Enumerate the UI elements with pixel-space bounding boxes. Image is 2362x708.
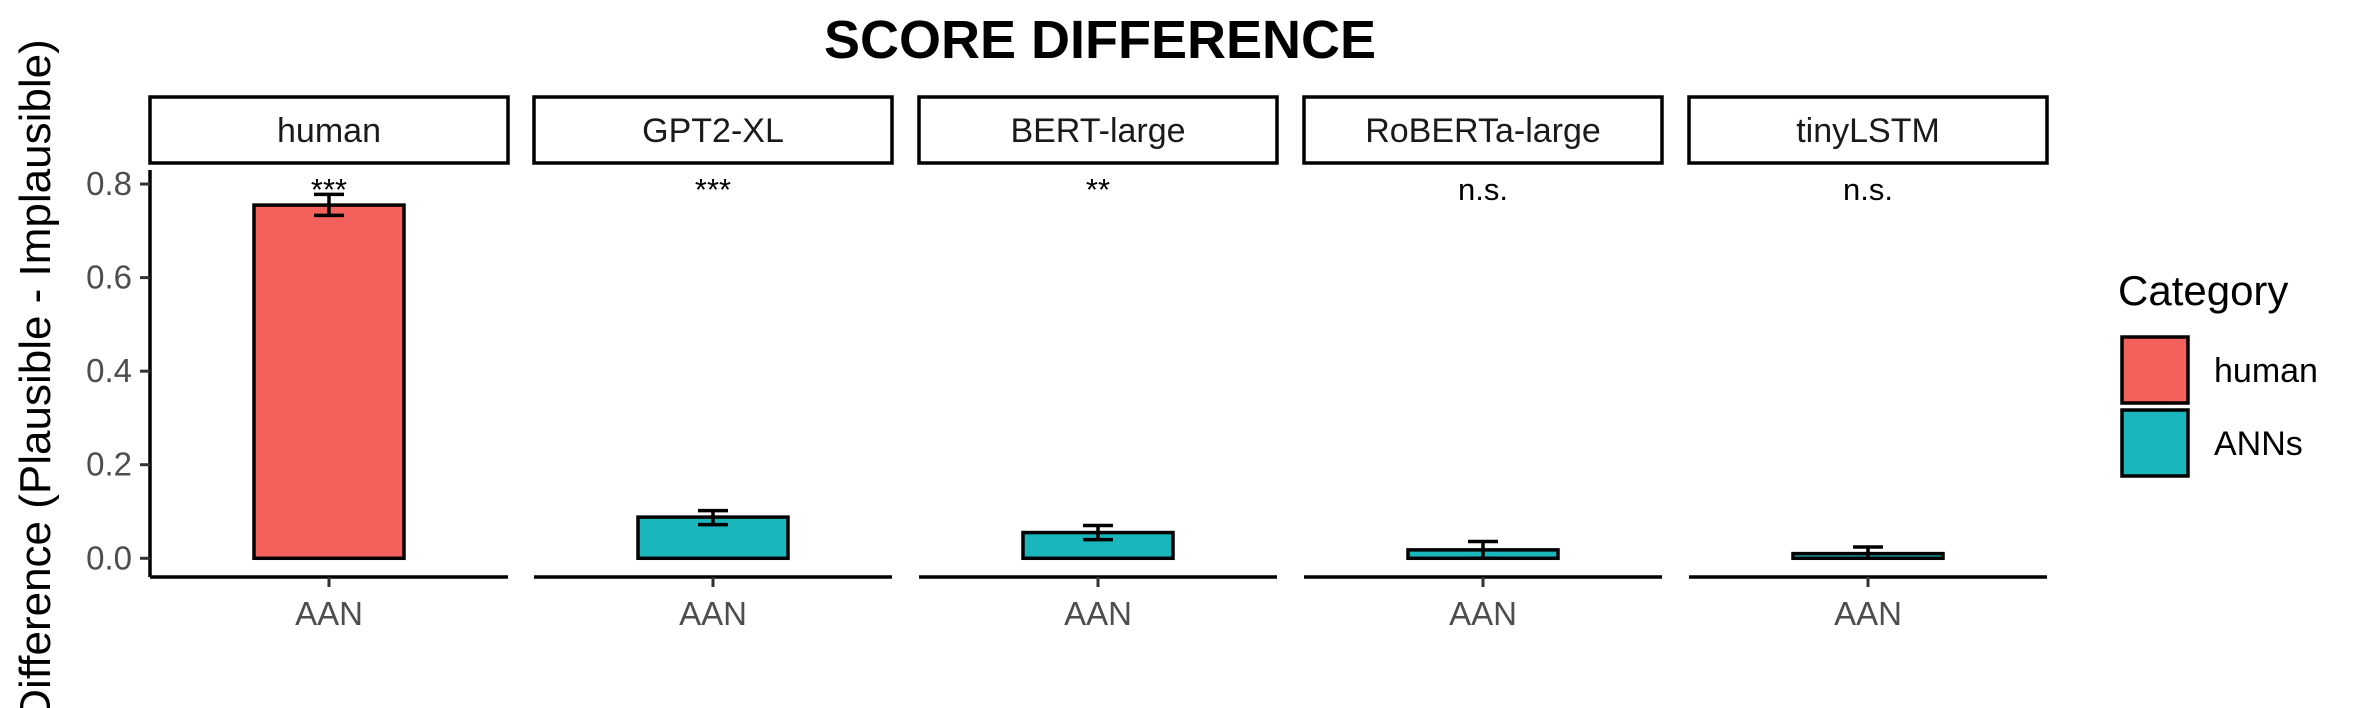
legend: Category human ANNs — [2118, 267, 2318, 478]
facet-panel: tinyLSTM n.s. AAN — [1687, 95, 2049, 632]
significance-label: n.s. — [1843, 172, 1893, 207]
facet-strip-label: GPT2-XL — [642, 112, 784, 150]
facet-strip-label: human — [277, 112, 381, 150]
facet-panel: RoBERTa-large n.s. AAN — [1302, 95, 1664, 632]
chart-title: SCORE DIFFERENCE — [824, 10, 1376, 70]
legend-title: Category — [2118, 267, 2288, 314]
y-tick-label: 0.0 — [86, 539, 132, 576]
significance-label: n.s. — [1458, 172, 1508, 207]
facet-panel: GPT2-XL *** AAN — [532, 95, 894, 632]
facet-strip — [532, 95, 894, 165]
legend-key — [2120, 335, 2190, 405]
facet-panels: 0.00.20.40.60.8human***AANGPT2-XL***AANB… — [86, 95, 2049, 632]
significance-label: *** — [695, 172, 731, 207]
x-tick-label: AAN — [679, 595, 747, 632]
bar — [252, 203, 406, 561]
legend-key — [2120, 408, 2190, 478]
y-tick-label: 0.6 — [86, 259, 132, 296]
y-tick-label: 0.4 — [86, 352, 132, 389]
x-tick-label: AAN — [1449, 595, 1517, 632]
legend-item: ANNs — [2120, 408, 2303, 478]
x-tick-label: AAN — [1834, 595, 1902, 632]
legend-item: human — [2120, 335, 2318, 405]
facet-strip — [1687, 95, 2049, 165]
legend-label: human — [2214, 352, 2318, 390]
facet-panel: human *** AAN — [148, 95, 510, 632]
facet-strip — [1302, 95, 1664, 165]
legend-label: ANNs — [2214, 425, 2303, 463]
x-tick-label: AAN — [295, 595, 363, 632]
y-tick-label: 0.8 — [86, 165, 132, 202]
facet-strip-label: RoBERTa-large — [1365, 112, 1601, 150]
significance-label: *** — [311, 172, 347, 207]
facet-strip — [917, 95, 1279, 165]
y-axis: 0.0 0.2 0.4 0.6 0.8 — [86, 165, 152, 577]
facet-strip-label: BERT-large — [1010, 112, 1185, 150]
facet-strip-label: tinyLSTM — [1796, 112, 1940, 150]
facet-strip — [148, 95, 510, 165]
facet-panel: BERT-large ** AAN — [917, 95, 1279, 632]
y-axis-label: Difference (Plausible - Implausible) — [11, 39, 60, 708]
legend-items: human ANNs — [2120, 335, 2318, 478]
significance-label: ** — [1086, 172, 1110, 207]
y-tick-label: 0.2 — [86, 446, 132, 483]
x-tick-label: AAN — [1064, 595, 1132, 632]
